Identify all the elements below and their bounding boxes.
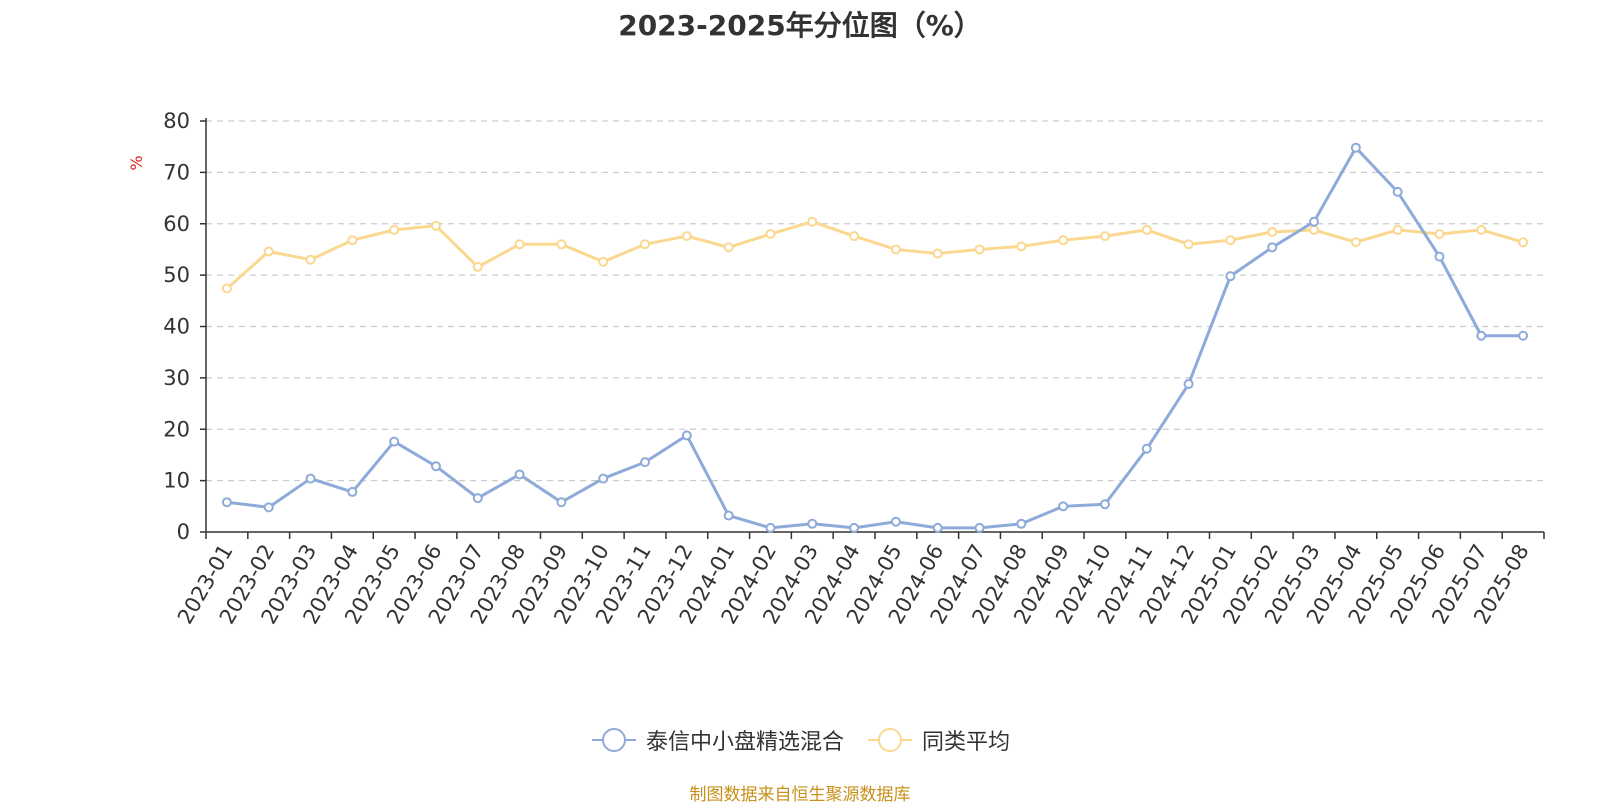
data-point-series-2 (1183, 239, 1194, 250)
data-point-series-1 (389, 436, 400, 447)
data-point-series-1 (263, 502, 274, 513)
data-point-series-1 (1392, 186, 1403, 197)
y-tick-label: 50 (163, 263, 190, 287)
data-point-series-2 (1225, 235, 1236, 246)
data-point-series-1 (1099, 499, 1110, 510)
y-tick-label: 70 (163, 160, 190, 184)
data-point-series-1 (514, 469, 525, 480)
data-point-series-2 (598, 256, 609, 267)
y-tick-label: 80 (163, 109, 190, 133)
data-point-series-2 (1141, 224, 1152, 235)
data-point-series-2 (765, 229, 776, 240)
data-point-series-1 (1434, 251, 1445, 262)
data-point-series-2 (1476, 224, 1487, 235)
data-point-series-2 (974, 244, 985, 255)
data-point-series-1 (598, 473, 609, 484)
data-point-series-2 (347, 235, 358, 246)
data-point-series-1 (681, 430, 692, 441)
data-point-series-1 (1518, 330, 1529, 341)
data-point-series-2 (430, 220, 441, 231)
data-point-series-2 (389, 224, 400, 235)
series-line-1 (226, 146, 1524, 530)
data-point-series-2 (807, 216, 818, 227)
data-point-series-1 (472, 493, 483, 504)
series-lines (221, 142, 1529, 533)
data-point-series-2 (1309, 224, 1320, 235)
data-point-series-2 (681, 231, 692, 242)
data-point-series-2 (1392, 224, 1403, 235)
tick-labels: 01020304050607080%2023-012023-022023-032… (127, 109, 1534, 628)
y-tick-label: 10 (163, 469, 190, 493)
data-point-series-1 (1476, 330, 1487, 341)
data-point-series-1 (1141, 443, 1152, 454)
data-point-series-2 (890, 244, 901, 255)
data-point-series-2 (932, 248, 943, 259)
data-point-series-1 (723, 510, 734, 521)
data-point-series-2 (1518, 237, 1529, 248)
data-point-series-1 (221, 497, 232, 508)
data-point-series-2 (640, 239, 651, 250)
source-note: 制图数据来自恒生聚源数据库 (689, 785, 911, 805)
legend-item-series-2[interactable]: 同类平均 (866, 724, 1010, 756)
grid-lines (206, 120, 1544, 482)
y-tick-label: 60 (163, 212, 190, 236)
data-point-series-1 (1058, 501, 1069, 512)
y-tick-label: 20 (163, 417, 190, 441)
data-point-series-1 (765, 522, 776, 533)
data-point-series-2 (221, 283, 232, 294)
data-point-series-2 (556, 239, 567, 250)
data-point-series-2 (1350, 237, 1361, 248)
series-line-2 (225, 220, 1524, 290)
data-point-series-1 (1016, 518, 1027, 529)
data-point-series-2 (1016, 241, 1027, 252)
data-point-series-2 (1099, 231, 1110, 242)
data-point-series-2 (849, 231, 860, 242)
legend-marker-series-2 (868, 728, 912, 752)
data-point-series-2 (723, 242, 734, 253)
data-point-series-1 (890, 516, 901, 527)
data-point-series-1 (807, 518, 818, 529)
data-point-series-1 (974, 522, 985, 533)
data-point-series-1 (347, 486, 358, 497)
data-point-series-1 (556, 497, 567, 508)
data-point-series-1 (305, 473, 316, 484)
data-point-series-2 (305, 254, 316, 265)
data-point-series-2 (263, 246, 274, 257)
y-tick-label: 30 (163, 366, 190, 390)
legend-marker-series-1 (591, 728, 636, 752)
y-tick-label: 40 (163, 315, 190, 339)
data-point-series-2 (1058, 235, 1069, 246)
legend: 泰信中小盘精选混合 同类平均 (0, 724, 1600, 756)
data-point-series-1 (1267, 242, 1278, 253)
y-tick-label: 0 (177, 520, 190, 544)
data-point-series-1 (1183, 379, 1194, 390)
legend-label-series-1: 泰信中小盘精选混合 (645, 730, 844, 755)
data-point-series-1 (640, 457, 651, 468)
data-point-series-1 (1350, 142, 1361, 153)
y-axis-label: % (127, 155, 146, 170)
data-point-series-1 (932, 522, 943, 533)
chart-title: 2023-2025年分位图（%） (618, 9, 982, 42)
data-point-series-2 (514, 239, 525, 250)
data-point-series-2 (472, 261, 483, 272)
axes (200, 118, 1545, 539)
data-point-series-2 (1267, 226, 1278, 237)
data-point-series-1 (1225, 271, 1236, 282)
data-point-series-1 (1309, 216, 1320, 227)
data-point-series-2 (1434, 229, 1445, 240)
legend-label-series-2: 同类平均 (922, 730, 1011, 755)
legend-item-series-1[interactable]: 泰信中小盘精选混合 (590, 724, 844, 756)
data-point-series-1 (430, 461, 441, 472)
data-point-series-1 (849, 522, 860, 533)
